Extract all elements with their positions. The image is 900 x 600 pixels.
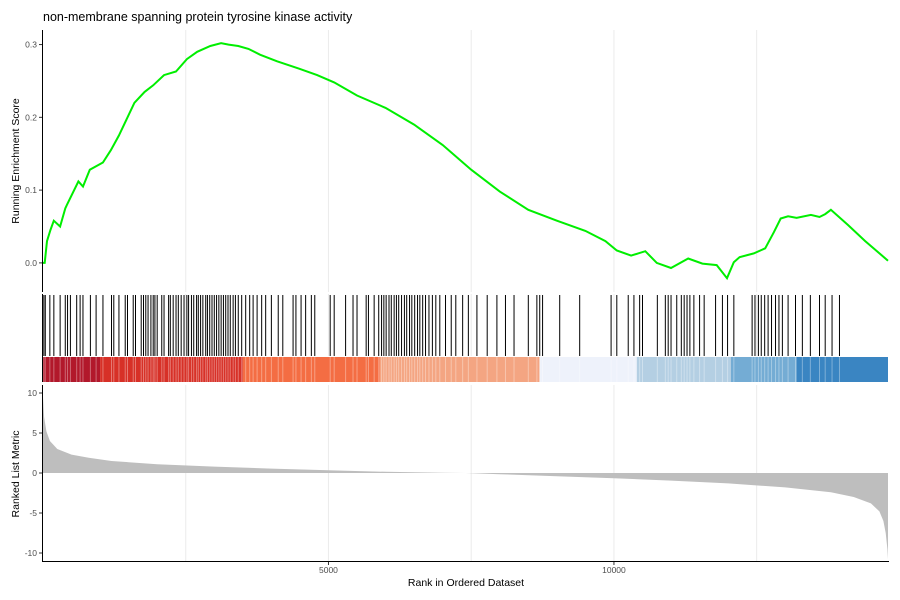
es-y-axis-title: Running Enrichment Score <box>10 98 22 224</box>
es-y-tick-label: 0.0 <box>25 258 37 268</box>
metric-y-ticks: 10 5 0 -5 -10 <box>25 388 42 558</box>
color-bar-segment <box>43 357 101 382</box>
color-bar-segment <box>796 357 888 382</box>
es-y-tick-label: 0.2 <box>25 112 37 122</box>
metric-y-tick-label: 0 <box>32 468 37 478</box>
x-tick-label: 5000 <box>319 565 338 575</box>
metric-y-tick-label: -10 <box>25 548 38 558</box>
es-y-tick-label: 0.3 <box>25 40 37 50</box>
es-running-score-line <box>43 42 889 281</box>
color-bar-segment <box>100 357 243 382</box>
color-bar-segment <box>636 357 731 382</box>
hits-panel <box>42 294 888 382</box>
metric-y-tick-label: 10 <box>28 388 38 398</box>
es-y-ticks: 0.0 0.1 0.2 0.3 <box>25 40 42 268</box>
color-bar-segment <box>730 357 797 382</box>
metric-y-tick-label: 5 <box>32 428 37 438</box>
metric-y-axis-title: Ranked List Metric <box>10 431 22 518</box>
metric-panel: 10 5 0 -5 -10 5000 10000 Ranked List Metric R… <box>10 385 889 589</box>
color-bar-segment <box>379 357 540 382</box>
x-axis-title: Rank in Ordered Dataset <box>408 577 524 589</box>
ranked-metric-area <box>43 397 888 560</box>
hits-gridlines <box>185 294 758 356</box>
x-ticks: 5000 10000 <box>319 562 626 575</box>
chart-title: non-membrane spanning protein tyrosine k… <box>43 10 353 24</box>
metric-y-tick-label: -5 <box>29 508 37 518</box>
color-bar-segment <box>539 357 637 382</box>
color-bar-segment <box>242 357 380 382</box>
gene-hits <box>43 295 840 356</box>
es-panel: 0.0 0.1 0.2 0.3 Running Enrichment Score <box>10 30 889 292</box>
es-gridlines <box>185 30 758 292</box>
rank-color-bar <box>43 357 888 382</box>
x-tick-label: 10000 <box>602 565 626 575</box>
es-y-tick-label: 0.1 <box>25 185 37 195</box>
